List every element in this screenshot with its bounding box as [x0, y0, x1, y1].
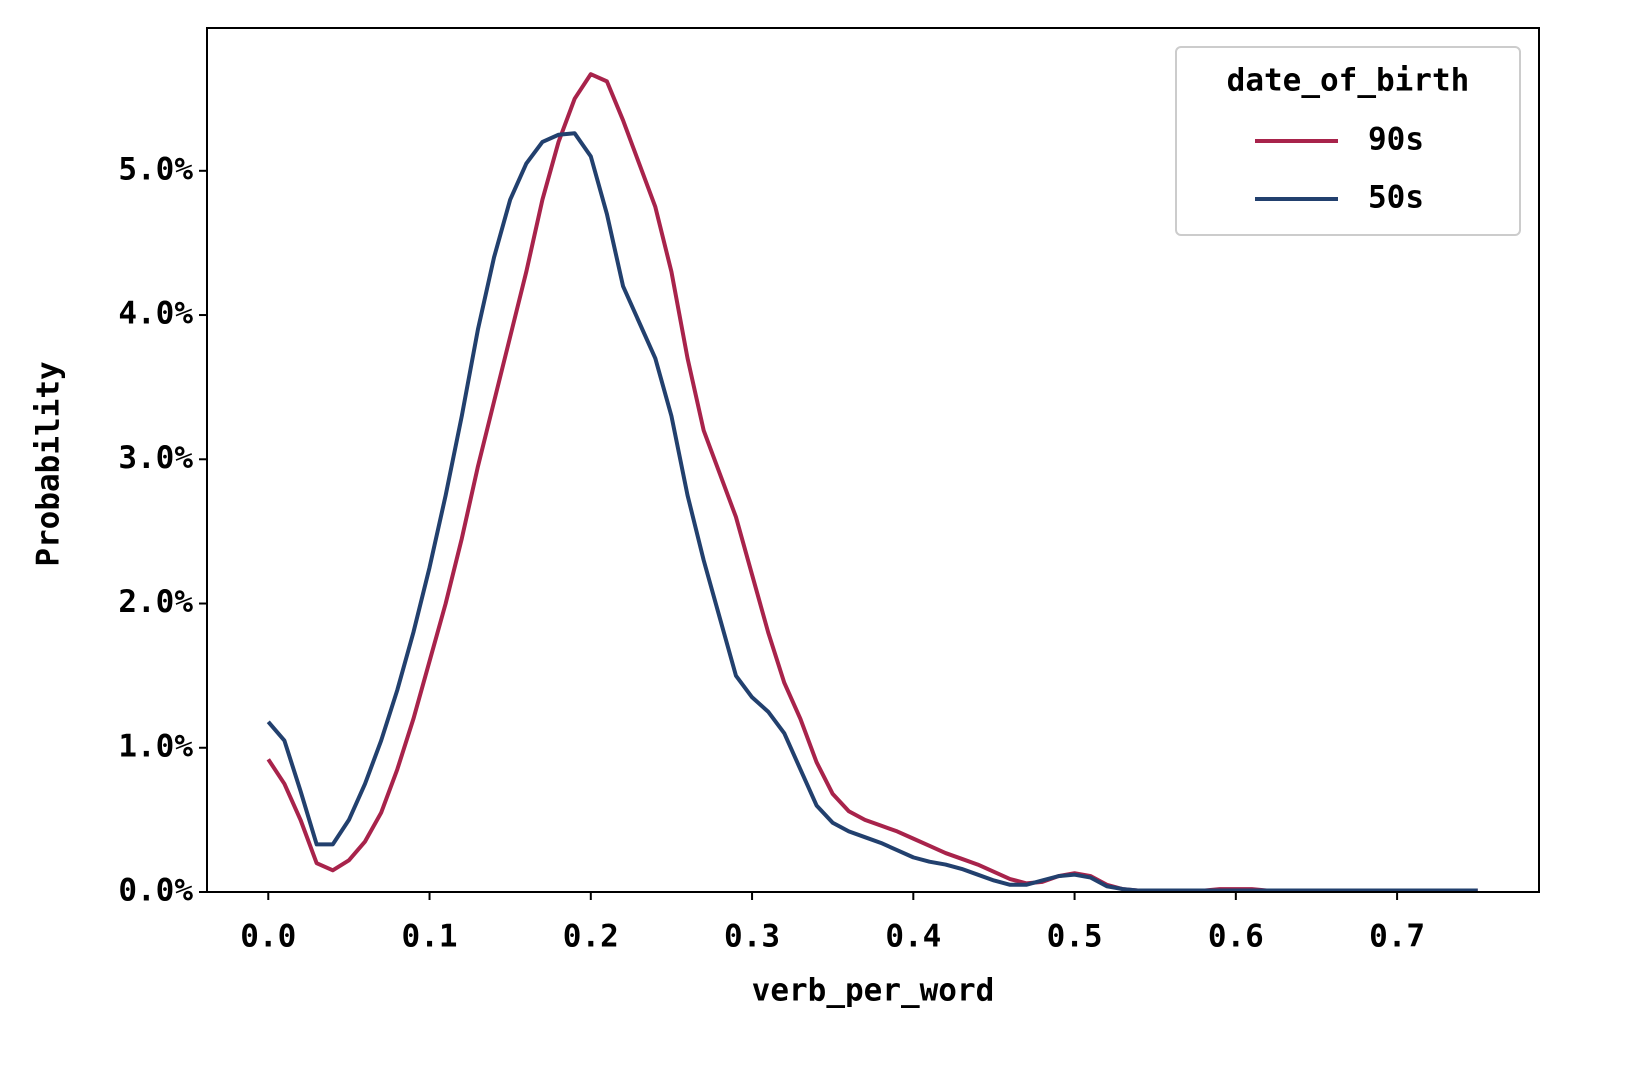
- x-tick-label: 0.6: [1208, 919, 1264, 955]
- x-tick-label: 0.7: [1369, 919, 1425, 955]
- x-tick-label: 0.5: [1047, 919, 1103, 955]
- legend-title: date_of_birth: [1227, 63, 1470, 99]
- x-axis-label: verb_per_word: [752, 973, 995, 1009]
- legend-label: 50s: [1368, 180, 1424, 216]
- y-tick-label: 3.0%: [118, 440, 193, 476]
- x-tick-label: 0.0: [240, 919, 296, 955]
- plot-frame: [206, 27, 1540, 893]
- y-tick-label: 1.0%: [118, 728, 193, 764]
- x-tick-label: 0.4: [885, 919, 941, 955]
- y-tick-label: 4.0%: [118, 296, 193, 332]
- legend-label: 90s: [1368, 122, 1424, 158]
- y-tick-label: 0.0%: [118, 873, 193, 909]
- y-tick-label: 5.0%: [118, 151, 193, 187]
- y-axis-label: Probability: [31, 361, 67, 566]
- line: [266, 131, 1478, 893]
- legend-box: [1175, 46, 1521, 236]
- y-tick-label: 2.0%: [118, 584, 193, 620]
- x-tick-label: 0.1: [402, 919, 458, 955]
- x-tick-label: 0.2: [563, 919, 619, 955]
- x-tick-label: 0.3: [724, 919, 780, 955]
